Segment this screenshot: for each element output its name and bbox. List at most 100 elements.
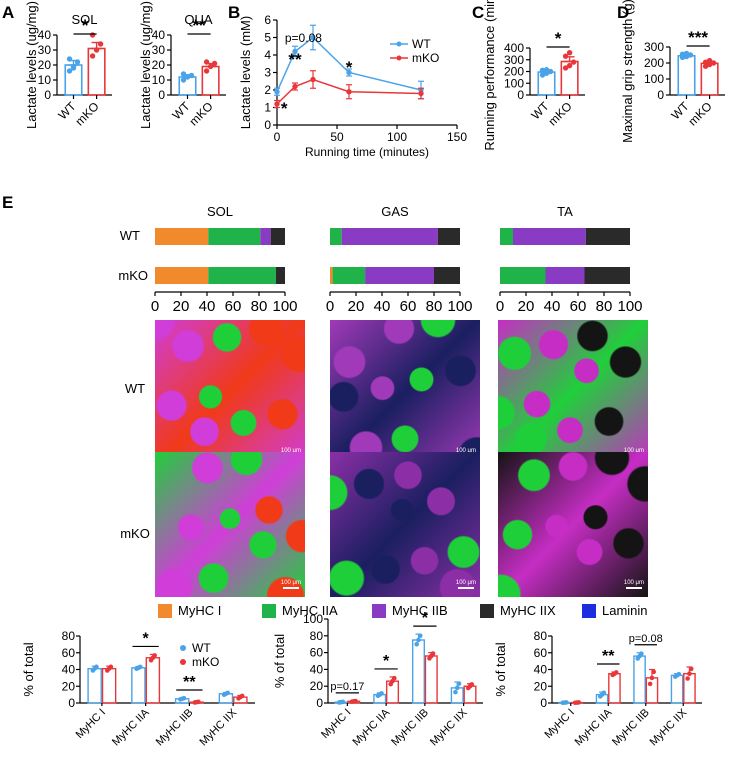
A2-significance-label: ** — [192, 16, 206, 35]
D-significance-label: *** — [688, 28, 708, 47]
E-TA-significance-label: ** — [602, 648, 615, 665]
panel-label-A: A — [2, 3, 14, 22]
D-data-point — [683, 50, 690, 57]
E-TA-y-tick-label: 20 — [534, 679, 548, 693]
A2-y-tick-label: 40 — [152, 28, 166, 42]
E-GAS-data-point — [456, 681, 462, 686]
panel-label-B: B — [228, 3, 240, 22]
legend-swatch-myhc-iia — [262, 603, 276, 618]
C-ylabel: Running performance (min) — [482, 0, 497, 151]
E-SOL-bar — [145, 657, 161, 704]
image-gas-mko: 100 μm — [330, 452, 480, 597]
E-GAS-y-tick-label: 40 — [310, 662, 324, 676]
D-data-point — [679, 51, 686, 57]
E-TA-data-point — [649, 675, 655, 681]
E-SOL-data-point — [152, 653, 157, 658]
E-composition-x-tick-label: 0 — [496, 298, 504, 315]
E-row-label-wt: WT — [120, 228, 140, 243]
E-stack-segment — [365, 267, 434, 284]
E-legend-marker-mko — [180, 659, 186, 665]
E-SOL-y-tick-label: 40 — [62, 663, 76, 677]
legend-myhc-iia: MyHC IIA — [262, 603, 338, 618]
E-TA-bar — [608, 672, 621, 704]
E-TA-bar — [633, 655, 646, 704]
E-legend-label-mko: mKO — [192, 655, 219, 669]
B-annotation-star: * — [346, 58, 353, 77]
E-composition-x-tick-label: 80 — [251, 298, 268, 315]
E-composition-x-tick-label: 80 — [596, 298, 613, 315]
C-data-point — [562, 53, 569, 59]
A1-data-point — [89, 32, 96, 38]
E-GAS-data-point — [469, 682, 475, 687]
legend-swatch-myhc-iib — [372, 603, 386, 618]
A1-y-tick-label: 30 — [38, 43, 52, 57]
E-stack-segment — [500, 267, 546, 284]
legend-swatch-myhc-i — [158, 603, 172, 618]
B-legend-marker-wt — [396, 41, 402, 47]
E-GAS-x-tick-label: MyHC IIA — [350, 706, 392, 748]
E-GAS-data-point — [379, 691, 384, 696]
A2-data-point — [211, 60, 218, 67]
E-TA-data-point — [647, 681, 653, 687]
B-ylabel: Lactate levels (mM) — [238, 16, 253, 129]
scalebar — [283, 587, 299, 589]
E-TA-data-point — [688, 666, 694, 672]
B-y-tick-label: 1 — [264, 101, 271, 115]
A1-y-tick-label: 10 — [38, 73, 52, 87]
B-annotation-star: ** — [288, 50, 302, 69]
E-TA-x-tick-label: MyHC IIX — [648, 706, 690, 748]
C-significance-label: * — [555, 29, 562, 48]
B-x-tick-label: 150 — [447, 130, 467, 144]
B-y-tick-label: 2 — [264, 83, 271, 97]
E-TA-data-point — [676, 671, 682, 677]
E-SOL-data-point — [94, 664, 99, 670]
E-GAS-significance-label: * — [383, 653, 390, 670]
E-GAS-y-tick-label: 80 — [310, 629, 324, 643]
C-y-tick-label: 100 — [504, 76, 524, 90]
E-composition-x-tick-label: 0 — [151, 298, 159, 315]
D-y-tick-label: 0 — [657, 88, 664, 102]
D-bar — [677, 54, 696, 96]
A1-y-tick-label: 40 — [38, 28, 52, 42]
E-GAS-data-point — [417, 633, 423, 639]
E-stack-segment — [260, 228, 271, 245]
E-TA-ylabel: % of total — [493, 642, 508, 696]
E-composition-x-tick-label: 100 — [447, 298, 472, 315]
E-SOL-y-tick-label: 80 — [62, 629, 76, 643]
B-data-point — [418, 90, 424, 97]
image-row-label-wt: WT — [125, 381, 145, 396]
E-stack-segment — [275, 267, 285, 284]
B-data-point — [292, 83, 298, 90]
E-GAS-bar — [411, 639, 425, 704]
B-legend-label-wt: WT — [412, 37, 431, 51]
E-composition-x-tick-label: 20 — [173, 298, 190, 315]
E-composition-x-tick-label: 60 — [400, 298, 417, 315]
E-GAS-y-tick-label: 60 — [310, 646, 324, 660]
E-stack-segment — [332, 267, 366, 284]
B-data-point — [310, 76, 316, 83]
B-annotation-star: * — [281, 99, 288, 118]
E-stack-segment — [341, 228, 438, 245]
E-TA-data-point — [613, 670, 619, 675]
A2-data-point — [180, 77, 187, 83]
E-SOL-bar — [87, 667, 102, 704]
E-SOL-data-point — [181, 695, 187, 701]
E-SOL-data-point — [108, 664, 114, 670]
E-GAS-data-point — [414, 641, 419, 647]
E-SOL-data-point — [137, 664, 143, 670]
A2-data-point — [207, 63, 214, 70]
B-data-point — [292, 48, 298, 55]
panel-label-C: C — [472, 3, 484, 22]
A2-y-tick-label: 20 — [152, 58, 166, 72]
D-y-tick-label: 300 — [644, 40, 664, 54]
E-TA-x-tick-label: MyHC IIA — [573, 706, 615, 748]
E-composition-x-tick-label: 40 — [374, 298, 391, 315]
E-GAS-data-point — [453, 689, 458, 695]
legend-label-myhc-iib: MyHC IIB — [392, 603, 448, 618]
image-ta-mko: 100 μm — [498, 452, 648, 597]
E-TA-bar — [670, 674, 684, 704]
E-SOL-y-tick-label: 20 — [62, 679, 76, 693]
D-data-point — [706, 57, 713, 64]
legend-myhc-iix: MyHC IIX — [480, 603, 556, 618]
E-TA-data-point — [651, 669, 657, 675]
